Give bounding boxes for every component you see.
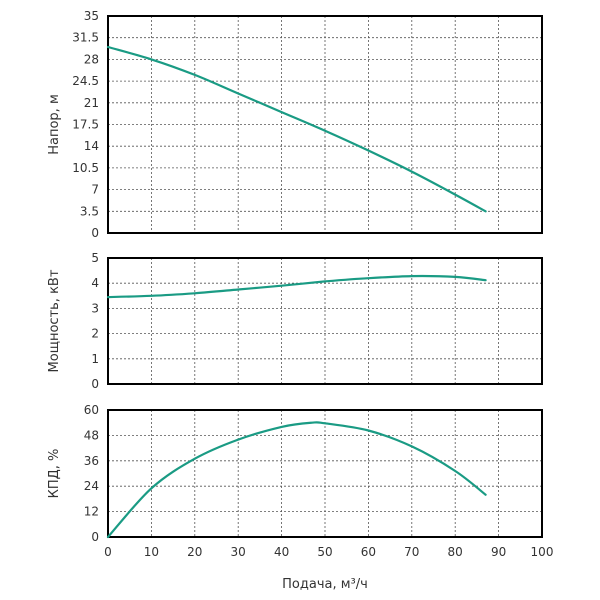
chart-panel-1: 0 3.5 7 10.5 14 17.5 21 24.5 28 31.5 35 Напор, м — [47, 9, 543, 240]
y-tick-label: 3 — [91, 301, 99, 315]
y-tick-label: 60 — [84, 403, 99, 417]
y-tick-label: 24 — [84, 479, 99, 493]
y-tick-label: 1 — [91, 352, 99, 366]
series-line — [106, 421, 487, 539]
y-tick-label: 5 — [91, 251, 99, 265]
x-tick-label: 80 — [448, 545, 463, 559]
y-tick-label: 0 — [91, 377, 99, 391]
y-tick-label: 35 — [84, 9, 99, 23]
y-tick-label: 24.5 — [72, 74, 99, 88]
x-tick-label: 30 — [231, 545, 246, 559]
x-tick-label: 20 — [187, 545, 202, 559]
y-tick-label: 31.5 — [72, 31, 99, 45]
x-tick-label: 0 — [104, 545, 112, 559]
chart-panel-3: 0 12 24 36 48 60 0 10 20 30 40 50 60 70 80 90 100 КПД, % — [47, 403, 553, 559]
x-tick-label: 70 — [404, 545, 419, 559]
plot-frame — [107, 409, 543, 538]
series-line — [106, 45, 487, 213]
x-tick-label: 10 — [144, 545, 159, 559]
x-tick-label: 40 — [274, 545, 289, 559]
y-tick-label: 3.5 — [80, 204, 99, 218]
y-axis-label: Мощность, кВт — [47, 269, 62, 372]
y-axis-label: КПД, % — [47, 449, 62, 499]
y-tick-label: 0 — [91, 530, 99, 544]
y-tick-label: 7 — [91, 183, 99, 197]
y-tick-label: 21 — [84, 96, 99, 110]
plot-frame — [107, 257, 543, 385]
y-tick-label: 12 — [84, 505, 99, 519]
y-tick-label: 36 — [84, 454, 99, 468]
y-tick-label: 28 — [84, 52, 99, 66]
y-tick-label: 2 — [91, 327, 99, 341]
x-tick-label: 100 — [531, 545, 554, 559]
x-tick-label: 60 — [361, 545, 376, 559]
x-tick-label: 50 — [317, 545, 332, 559]
y-tick-label: 48 — [84, 428, 99, 442]
y-tick-label: 4 — [91, 276, 99, 290]
series-line — [106, 274, 487, 299]
chart-panel-2: 0 1 2 3 4 5 Мощность, кВт — [47, 251, 543, 391]
y-axis-label: Напор, м — [47, 94, 62, 155]
y-tick-label: 17.5 — [72, 118, 99, 132]
y-tick-label: 0 — [91, 226, 99, 240]
x-tick-label: 90 — [491, 545, 506, 559]
plot-frame — [107, 15, 543, 234]
x-axis-label: Подача, м³/ч — [282, 577, 368, 592]
y-tick-label: 10.5 — [72, 161, 99, 175]
y-tick-label: 14 — [84, 139, 99, 153]
